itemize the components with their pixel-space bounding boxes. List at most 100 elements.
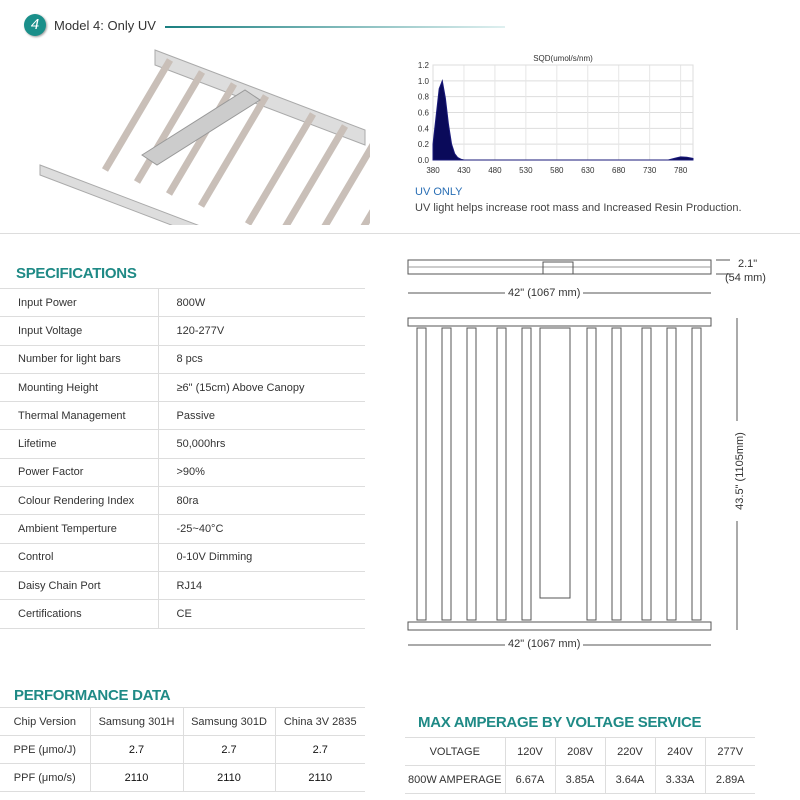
y-tick-label: 0.2 bbox=[418, 140, 430, 149]
light-bar bbox=[641, 327, 652, 621]
y-tick-label: 0.4 bbox=[418, 124, 430, 133]
spec-row: Certifications CE bbox=[0, 599, 365, 629]
amperage-table: VOLTAGE 120V 208V 220V 240V 277V 800W AMPERAGE… bbox=[405, 737, 755, 794]
table-header-row: VOLTAGE 120V 208V 220V 240V 277V bbox=[405, 737, 755, 766]
spec-label: Power Factor bbox=[0, 458, 159, 488]
light-bar bbox=[466, 327, 477, 621]
table-cell: 3.64A bbox=[605, 765, 656, 794]
y-tick-label: 1.2 bbox=[418, 61, 430, 70]
y-tick-label: 0.8 bbox=[418, 93, 430, 102]
spec-row: Daisy Chain Port RJ14 bbox=[0, 571, 365, 601]
performance-table: Chip Version Samsung 301H Samsung 301D Chin… bbox=[0, 707, 365, 792]
light-bar bbox=[101, 58, 174, 172]
table-cell: 2.7 bbox=[275, 735, 365, 764]
table-cell: 2.7 bbox=[183, 735, 276, 764]
spec-row: Power Factor >90% bbox=[0, 458, 365, 488]
y-tick-label: 1.0 bbox=[418, 77, 430, 86]
light-bar bbox=[321, 142, 370, 225]
table-cell: 220V bbox=[605, 737, 656, 766]
spec-label: Ambient Temperture bbox=[0, 514, 159, 544]
table-cell: 2.7 bbox=[90, 735, 184, 764]
spec-label: Thermal Management bbox=[0, 401, 159, 431]
light-bar bbox=[244, 112, 317, 225]
spectrum-area bbox=[432, 78, 694, 161]
table-header-row: Chip Version Samsung 301H Samsung 301D Chin… bbox=[0, 707, 365, 736]
table-cell: Chip Version bbox=[0, 707, 91, 736]
height-dimension: 2.1" bbox=[738, 258, 758, 270]
table-cell: Samsung 301H bbox=[90, 707, 184, 736]
light-bar bbox=[666, 327, 677, 621]
spec-row: Colour Rendering Index 80ra bbox=[0, 486, 365, 516]
section-divider bbox=[0, 233, 800, 234]
spec-label: Colour Rendering Index bbox=[0, 486, 159, 516]
spec-value: 800W bbox=[158, 288, 365, 318]
table-cell: 2110 bbox=[275, 763, 365, 792]
spectrum-chart: SQD(umol/s/nm) 0.0 0.2 0.4 0.6 0.8 1.0 1.2 380 43… bbox=[418, 54, 694, 175]
spec-value: 50,000hrs bbox=[158, 429, 365, 459]
spec-value: CE bbox=[158, 599, 365, 629]
x-tick-label: 630 bbox=[581, 166, 595, 175]
table-cell: 2110 bbox=[183, 763, 276, 792]
uv-label: UV ONLY bbox=[415, 186, 463, 198]
light-bar bbox=[441, 327, 452, 621]
performance-title: PERFORMANCE DATA bbox=[14, 687, 171, 704]
light-bar bbox=[521, 327, 532, 621]
width-top-dimension: 42" (1067 mm) bbox=[505, 287, 584, 299]
y-tick-label: 0.0 bbox=[418, 156, 430, 165]
light-bar bbox=[282, 124, 349, 225]
table-row: 800W AMPERAGE 6.67A 3.85A 3.64A 3.33A 2.89A bbox=[405, 765, 755, 794]
spec-value: 80ra bbox=[158, 486, 365, 516]
spec-label: Certifications bbox=[0, 599, 159, 629]
width-bottom-dimension: 42" (1067 mm) bbox=[505, 638, 584, 650]
light-bar bbox=[197, 94, 270, 208]
dimension-drawing bbox=[407, 259, 738, 646]
spec-value: RJ14 bbox=[158, 571, 365, 601]
uv-description: UV light helps increase root mass and In… bbox=[415, 202, 742, 214]
light-bar bbox=[416, 327, 427, 621]
spec-row: Input Power 800W bbox=[0, 288, 365, 318]
spec-label: Mounting Height bbox=[0, 373, 159, 403]
spec-value: ≥6" (15cm) Above Canopy bbox=[158, 373, 365, 403]
light-bar bbox=[611, 327, 622, 621]
table-cell: 2110 bbox=[90, 763, 184, 792]
light-bar bbox=[496, 327, 507, 621]
chart-title: SQD(umol/s/nm) bbox=[533, 54, 593, 63]
light-bar bbox=[133, 70, 206, 184]
x-tick-label: 780 bbox=[674, 166, 688, 175]
spec-value: -25~40°C bbox=[158, 514, 365, 544]
spec-row: Thermal Management Passive bbox=[0, 401, 365, 431]
table-row: PPF (μmo/s) 2110 2110 2110 bbox=[0, 763, 365, 792]
header-divider bbox=[165, 26, 505, 28]
spec-label: Daisy Chain Port bbox=[0, 571, 159, 601]
table-cell: China 3V 2835 bbox=[275, 707, 365, 736]
spec-value: 0-10V Dimming bbox=[158, 543, 365, 572]
spec-row: Input Voltage 120-277V bbox=[0, 316, 365, 346]
spec-row: Ambient Temperture -25~40°C bbox=[0, 514, 365, 544]
table-cell: 3.33A bbox=[655, 765, 706, 794]
x-tick-label: 680 bbox=[612, 166, 626, 175]
spec-row: Lifetime 50,000hrs bbox=[0, 429, 365, 459]
spec-value: Passive bbox=[158, 401, 365, 431]
height-mm-dimension: (54 mm) bbox=[725, 272, 766, 284]
table-cell: Samsung 301D bbox=[183, 707, 276, 736]
table-row: PPE (μmo/J) 2.7 2.7 2.7 bbox=[0, 735, 365, 764]
light-bar bbox=[586, 327, 597, 621]
table-cell: 240V bbox=[655, 737, 706, 766]
x-tick-label: 730 bbox=[643, 166, 657, 175]
x-tick-label: 580 bbox=[550, 166, 564, 175]
spec-label: Control bbox=[0, 543, 159, 572]
spec-value: 120-277V bbox=[158, 316, 365, 346]
spec-label: Input Power bbox=[0, 288, 159, 318]
table-cell: VOLTAGE bbox=[405, 737, 506, 766]
table-cell: 208V bbox=[555, 737, 606, 766]
model-number-badge: 4 bbox=[24, 14, 46, 36]
spec-row: Mounting Height ≥6" (15cm) Above Canopy bbox=[0, 373, 365, 403]
x-tick-label: 430 bbox=[457, 166, 471, 175]
length-dimension: 43.5" (1105mm) bbox=[734, 421, 746, 521]
spec-label: Number for light bars bbox=[0, 345, 159, 374]
light-bar bbox=[691, 327, 702, 621]
x-tick-label: 480 bbox=[488, 166, 502, 175]
y-tick-label: 0.6 bbox=[418, 109, 430, 118]
table-cell: PPF (μmo/s) bbox=[0, 763, 91, 792]
spec-value: 8 pcs bbox=[158, 345, 365, 374]
